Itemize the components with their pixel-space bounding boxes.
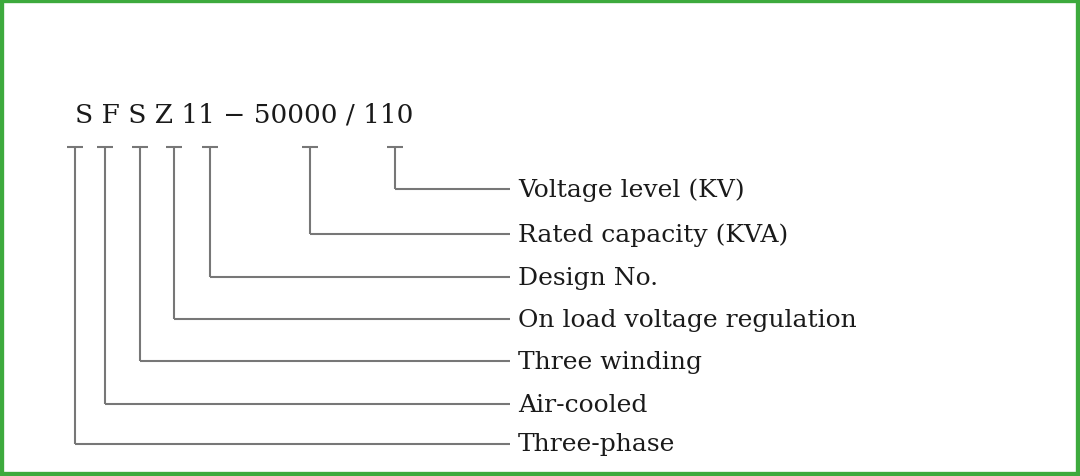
Text: On load voltage regulation: On load voltage regulation [518,308,856,331]
Text: Three winding: Three winding [518,350,702,373]
Text: Rated capacity (KVA): Rated capacity (KVA) [518,223,788,246]
Text: Voltage level (KV): Voltage level (KV) [518,178,744,201]
Text: Air-cooled: Air-cooled [518,393,647,416]
Text: Design No.: Design No. [518,266,658,289]
Text: Three-phase: Three-phase [518,433,675,456]
Text: S F S Z 11 − 50000 / 110: S F S Z 11 − 50000 / 110 [75,102,414,127]
